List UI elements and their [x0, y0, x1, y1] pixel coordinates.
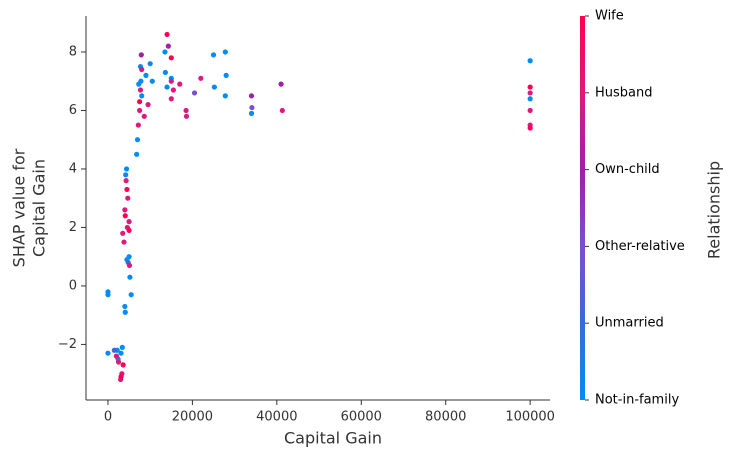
point	[122, 207, 128, 213]
point	[113, 353, 119, 359]
y-tick-label: 0	[69, 278, 77, 293]
point	[126, 227, 132, 233]
point	[123, 172, 129, 178]
point	[222, 93, 228, 99]
colorbar-label: Relationship	[705, 161, 724, 259]
point	[183, 107, 189, 114]
point	[137, 99, 143, 105]
x-tick-label: 0	[104, 410, 112, 425]
point	[147, 61, 153, 67]
point	[105, 350, 111, 356]
point	[164, 84, 170, 90]
x-tick-label: 100000	[505, 410, 555, 425]
point	[211, 84, 217, 90]
point	[170, 87, 176, 93]
point	[164, 31, 170, 38]
point	[126, 262, 133, 269]
point	[248, 110, 255, 116]
y-tick-label: 4	[69, 161, 77, 176]
colorbar-tick-label: Own-child	[595, 162, 660, 177]
point	[138, 78, 144, 84]
x-tick-label: 80000	[425, 410, 466, 425]
x-tick-label: 40000	[256, 410, 297, 425]
point	[105, 292, 111, 298]
point	[128, 292, 134, 298]
point	[137, 87, 144, 93]
point	[122, 213, 128, 219]
x-tick-label: 20000	[172, 410, 213, 425]
point	[134, 151, 140, 157]
colorbar-tick-label: Other-relative	[595, 239, 685, 254]
point	[149, 78, 155, 84]
point	[111, 347, 117, 353]
point	[121, 239, 127, 245]
point	[168, 78, 174, 84]
point	[127, 274, 133, 280]
point	[527, 90, 533, 96]
point	[139, 93, 145, 99]
point	[527, 84, 533, 90]
point	[120, 230, 126, 236]
point	[118, 374, 124, 380]
y-axis-label: SHAP value for	[10, 148, 29, 267]
y-tick-label: 2	[69, 220, 77, 235]
x-axis-label: Capital Gain	[284, 429, 382, 448]
point	[527, 125, 533, 131]
point	[162, 49, 168, 55]
point	[198, 75, 204, 81]
point	[134, 137, 141, 143]
point	[123, 166, 130, 172]
point	[279, 107, 285, 114]
point	[527, 58, 533, 64]
point	[527, 96, 533, 102]
colorbar-tick-label: Husband	[595, 85, 653, 100]
point	[119, 344, 125, 350]
point	[139, 66, 145, 73]
point	[124, 186, 130, 193]
point	[126, 218, 132, 225]
y-tick-label: 8	[69, 44, 77, 59]
point	[126, 254, 132, 260]
x-tick-label: 60000	[341, 410, 382, 425]
y-tick-label: 6	[69, 103, 77, 118]
point	[137, 107, 143, 114]
point	[115, 359, 122, 365]
point	[123, 178, 129, 184]
point	[248, 93, 255, 99]
point	[122, 309, 128, 315]
point	[118, 350, 124, 356]
point	[120, 362, 126, 368]
point	[223, 72, 229, 78]
point	[145, 102, 151, 108]
colorbar-tick-label: Not-in-family	[595, 393, 679, 408]
point	[249, 104, 255, 111]
point	[222, 49, 228, 55]
point	[162, 69, 168, 76]
point	[183, 113, 190, 119]
point	[138, 52, 144, 58]
colorbar-tick-label: Unmarried	[595, 316, 664, 331]
point	[177, 81, 183, 87]
point	[278, 81, 284, 87]
point	[141, 113, 147, 119]
point	[122, 303, 128, 310]
point	[191, 90, 198, 96]
y-axis-label: Capital Gain	[30, 159, 49, 257]
point	[125, 195, 131, 201]
point	[165, 43, 171, 49]
colorbar	[580, 16, 585, 400]
point	[210, 52, 217, 58]
y-tick-label: −2	[58, 337, 77, 352]
colorbar-tick-label: Wife	[595, 9, 624, 24]
point	[168, 55, 174, 61]
point	[168, 96, 174, 102]
point	[527, 107, 533, 114]
point	[135, 122, 141, 128]
point	[143, 72, 149, 78]
